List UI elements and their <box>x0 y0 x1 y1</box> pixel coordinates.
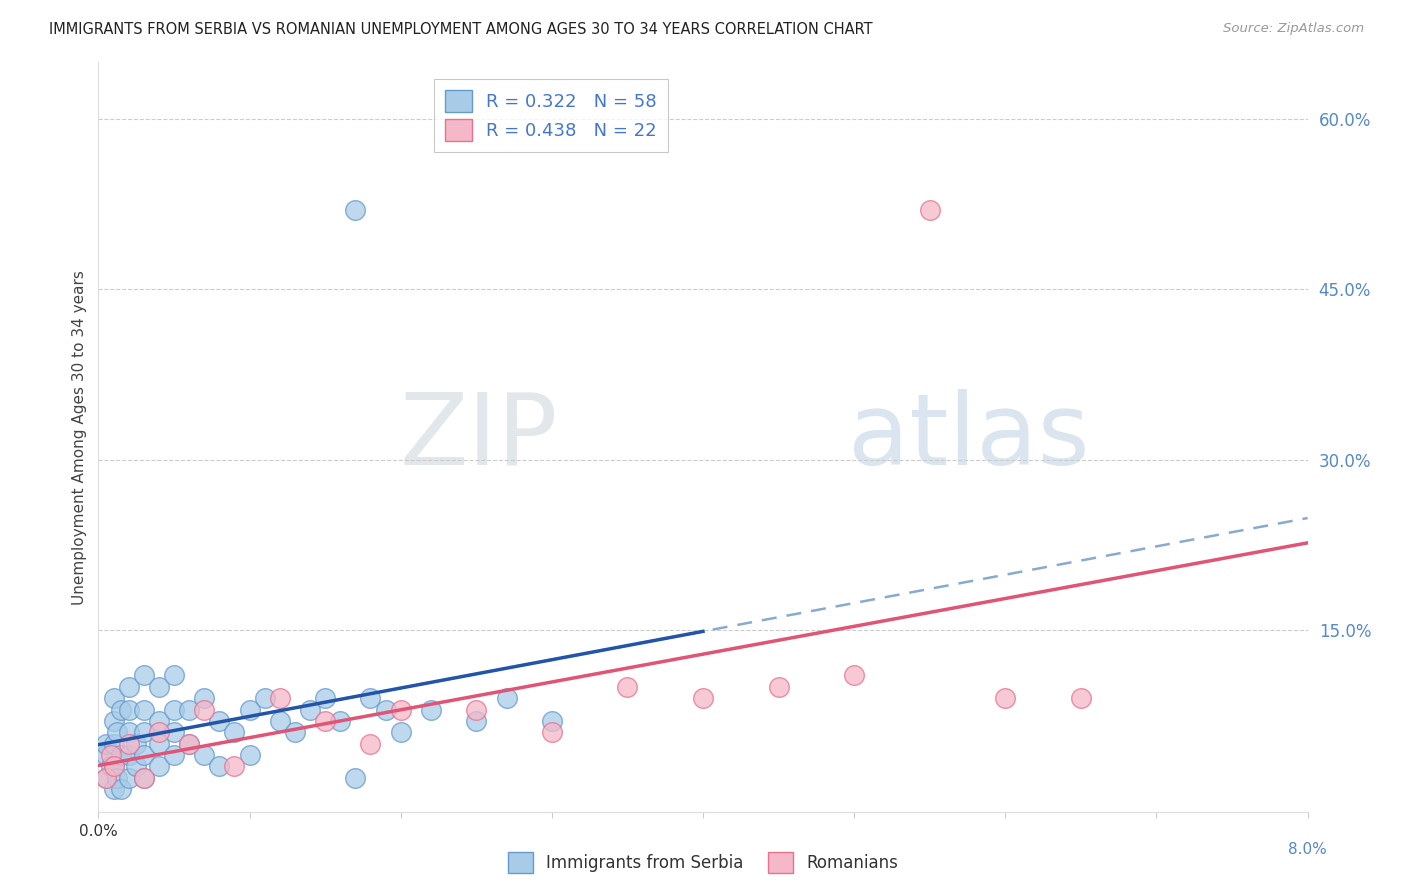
Point <box>844 668 866 682</box>
Point <box>389 725 412 739</box>
Point <box>118 771 141 785</box>
Point <box>132 725 155 739</box>
Point <box>360 737 382 751</box>
Point <box>103 714 125 728</box>
Point <box>360 691 382 706</box>
Point <box>103 737 125 751</box>
Point <box>105 771 128 785</box>
Point <box>179 737 201 751</box>
Point <box>918 202 941 217</box>
Point <box>314 714 336 728</box>
Point <box>284 725 307 739</box>
Point <box>110 782 132 797</box>
Point <box>94 747 117 762</box>
Point <box>329 714 352 728</box>
Legend: R = 0.322   N = 58, R = 0.438   N = 22: R = 0.322 N = 58, R = 0.438 N = 22 <box>434 79 668 152</box>
Y-axis label: Unemployment Among Ages 30 to 34 years: Unemployment Among Ages 30 to 34 years <box>72 269 87 605</box>
Point <box>208 714 231 728</box>
Point <box>994 691 1017 706</box>
Point <box>163 725 186 739</box>
Point <box>148 737 170 751</box>
Point <box>110 747 132 762</box>
Point <box>224 725 246 739</box>
Point <box>103 691 125 706</box>
Point <box>344 202 367 217</box>
Point <box>163 668 186 682</box>
Point <box>344 771 367 785</box>
Point <box>118 680 141 694</box>
Point <box>465 714 488 728</box>
Point <box>110 702 132 716</box>
Point <box>125 759 148 773</box>
Point <box>94 771 117 785</box>
Point <box>125 737 148 751</box>
Point <box>314 691 336 706</box>
Point <box>103 759 125 773</box>
Text: IMMIGRANTS FROM SERBIA VS ROMANIAN UNEMPLOYMENT AMONG AGES 30 TO 34 YEARS CORREL: IMMIGRANTS FROM SERBIA VS ROMANIAN UNEMP… <box>49 22 873 37</box>
Point <box>269 691 291 706</box>
Point <box>132 771 155 785</box>
Point <box>148 759 170 773</box>
Point <box>103 782 125 797</box>
Point <box>239 747 262 762</box>
Text: ZIP: ZIP <box>399 389 558 485</box>
Point <box>208 759 231 773</box>
Point <box>692 691 714 706</box>
Text: atlas: atlas <box>848 389 1090 485</box>
Point <box>269 714 291 728</box>
Point <box>1070 691 1092 706</box>
Point <box>495 691 517 706</box>
Point <box>163 702 186 716</box>
Point <box>239 702 262 716</box>
Text: Source: ZipAtlas.com: Source: ZipAtlas.com <box>1223 22 1364 36</box>
Point <box>118 702 141 716</box>
Point <box>132 702 155 716</box>
Point <box>224 759 246 773</box>
Point <box>253 691 276 706</box>
Point <box>193 702 215 716</box>
Point <box>105 725 128 739</box>
Point <box>374 702 396 716</box>
Point <box>420 702 443 716</box>
Point <box>616 680 638 694</box>
Point <box>193 747 215 762</box>
Point <box>132 747 155 762</box>
Point <box>540 725 562 739</box>
Point <box>148 680 170 694</box>
Point <box>148 714 170 728</box>
Point <box>148 725 170 739</box>
Point <box>118 725 141 739</box>
Point <box>103 759 125 773</box>
Point <box>118 747 141 762</box>
Point <box>179 737 201 751</box>
Point <box>94 771 117 785</box>
Point <box>465 702 488 716</box>
Point <box>118 737 141 751</box>
Point <box>179 702 201 716</box>
Point <box>132 668 155 682</box>
Point <box>100 759 122 773</box>
Point <box>163 747 186 762</box>
Point <box>193 691 215 706</box>
Text: 8.0%: 8.0% <box>1288 842 1327 857</box>
Legend: Immigrants from Serbia, Romanians: Immigrants from Serbia, Romanians <box>501 846 905 880</box>
Point <box>299 702 322 716</box>
Point <box>389 702 412 716</box>
Point <box>768 680 790 694</box>
Point <box>100 747 122 762</box>
Point <box>94 737 117 751</box>
Point <box>540 714 562 728</box>
Point <box>132 771 155 785</box>
